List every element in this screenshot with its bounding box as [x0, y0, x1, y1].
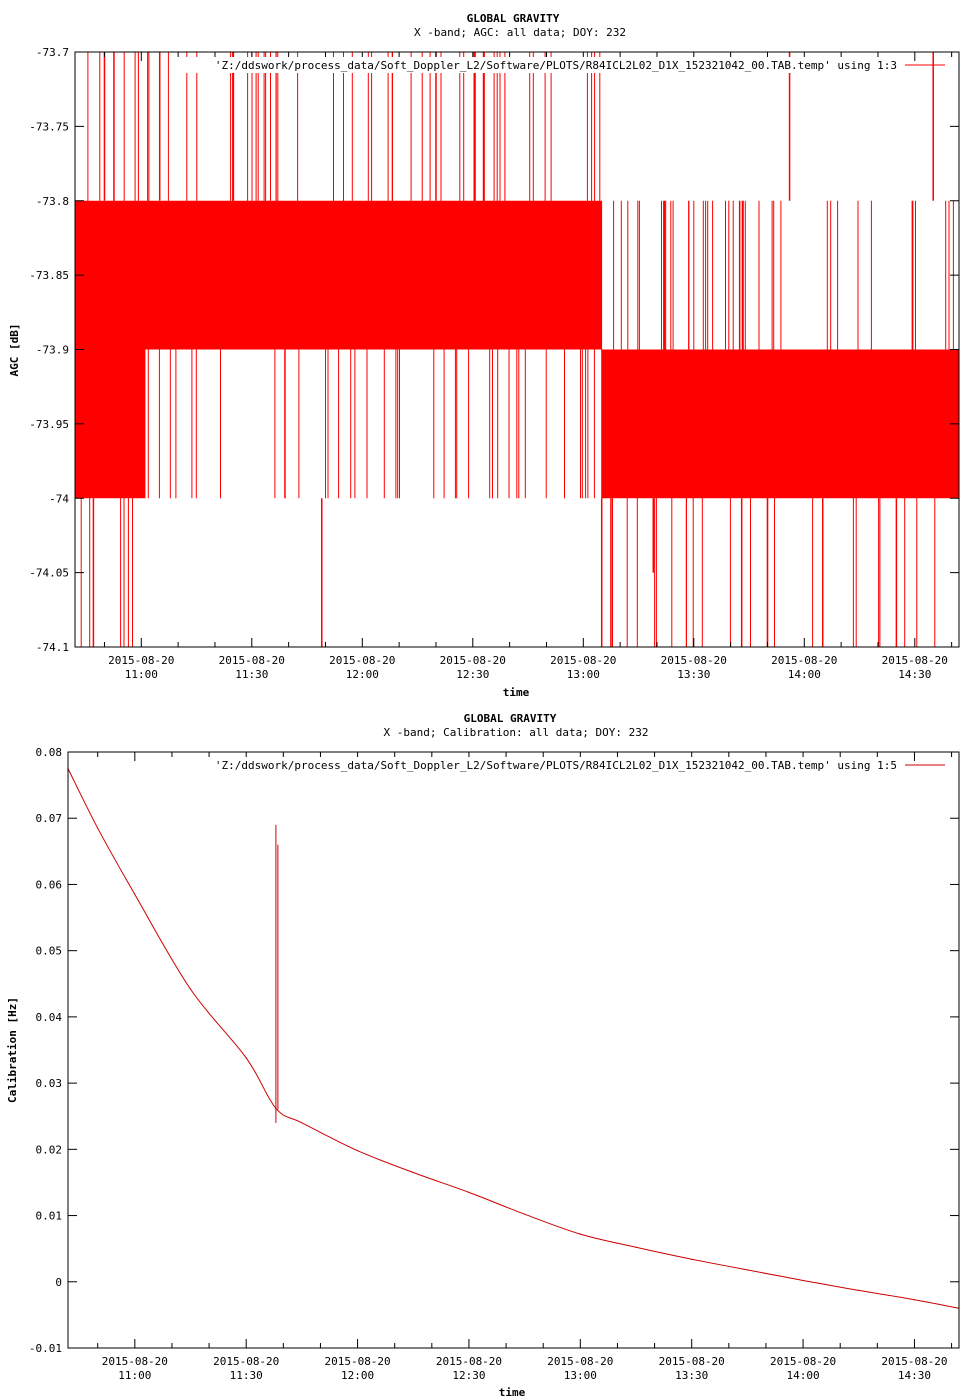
calibration-y-tick-label: 0.03: [36, 1077, 63, 1090]
agc-x-tick-time: 12:00: [346, 668, 379, 681]
agc-x-tick-date: 2015-08-20: [219, 654, 285, 667]
calibration-point: [635, 1246, 637, 1248]
calibration-chart-subtitle: X -band; Calibration: all data; DOY: 232: [384, 726, 649, 739]
calibration-point: [134, 893, 136, 896]
calibration-x-tick-time: 13:30: [675, 1369, 708, 1382]
calibration-y-tick-label: 0.05: [36, 945, 63, 958]
calibration-x-tick-time: 14:30: [898, 1369, 931, 1382]
agc-x-tick-date: 2015-08-20: [661, 654, 727, 667]
calibration-x-tick-time: 12:00: [341, 1369, 374, 1382]
calibration-y-axis: 0.08 0.07 0.06 0.05 0.04 0.03 0.02 0.01 0 -0.01: [29, 746, 959, 1355]
calibration-legend-label: 'Z:/ddswork/process_data/Soft_Doppler_L2…: [215, 759, 897, 772]
agc-x-tick-date: 2015-08-20: [771, 654, 837, 667]
calibration-point: [468, 1191, 470, 1193]
calibration-point: [691, 1258, 693, 1260]
agc-x-axis-label: time: [503, 686, 530, 699]
calibration-x-tick-date: 2015-08-20: [102, 1355, 168, 1368]
calibration-chart: GLOBAL GRAVITY X -band; Calibration: all…: [6, 712, 960, 1399]
calibration-plot-frame: [67, 751, 960, 1349]
calibration-x-tick-date: 2015-08-20: [770, 1355, 836, 1368]
calibration-point: [412, 1171, 414, 1174]
agc-x-tick-time: 11:30: [235, 668, 268, 681]
calibration-point: [524, 1213, 526, 1215]
calibration-y-tick-label: 0.06: [36, 878, 63, 891]
calibration-x-tick-time: 12:30: [452, 1369, 485, 1382]
calibration-x-tick-time: 11:00: [118, 1369, 151, 1382]
agc-x-axis: 2015-08-2011:002015-08-2011:302015-08-20…: [103, 52, 953, 681]
agc-x-tick-time: 13:00: [567, 668, 600, 681]
calibration-point: [858, 1289, 860, 1291]
agc-y-tick-label: -74.1: [36, 641, 69, 654]
calibration-y-tick-label: 0.02: [36, 1143, 63, 1156]
calibration-x-tick-date: 2015-08-20: [881, 1355, 947, 1368]
calibration-x-tick-time: 14:00: [787, 1369, 820, 1382]
calibration-x-tick-time: 11:30: [230, 1369, 263, 1382]
agc-x-tick-time: 12:30: [456, 668, 489, 681]
calibration-y-tick-label: 0: [55, 1276, 62, 1289]
agc-chart-title: GLOBAL GRAVITY: [467, 12, 560, 25]
agc-y-axis: -73.7 -73.75 -73.8 -73.85 -73.9 -73.95 -74 -74.…: [29, 46, 959, 654]
calibration-x-axis: 2015-08-2011:002015-08-2011:302015-08-20…: [97, 752, 953, 1382]
calibration-y-axis-label: Calibration [Hz]: [6, 997, 19, 1103]
calibration-legend-background: [176, 757, 902, 773]
calibration-y-tick-label: 0.07: [36, 812, 63, 825]
agc-x-tick-date: 2015-08-20: [882, 654, 948, 667]
calibration-point: [746, 1269, 749, 1271]
calibration-point: [245, 1057, 247, 1059]
calibration-x-tick-date: 2015-08-20: [547, 1355, 613, 1368]
agc-y-tick-label: -73.85: [29, 269, 69, 282]
calibration-legend: 'Z:/ddswork/process_data/Soft_Doppler_L2…: [176, 757, 945, 773]
agc-chart-subtitle: X -band; AGC: all data; DOY: 232: [414, 26, 626, 39]
agc-legend-background: [176, 57, 902, 73]
agc-y-tick-label: -73.75: [29, 120, 69, 133]
calibration-x-tick-date: 2015-08-20: [436, 1355, 502, 1368]
agc-series-line: [74, 52, 960, 647]
calibration-point: [357, 1150, 359, 1152]
agc-legend-label: 'Z:/ddswork/process_data/Soft_Doppler_L2…: [215, 59, 897, 72]
agc-y-tick-label: -73.9: [36, 344, 69, 357]
agc-x-tick-date: 2015-08-20: [108, 654, 174, 667]
calibration-series-line: [67, 768, 960, 1309]
calibration-point: [301, 1122, 303, 1124]
agc-x-tick-time: 14:00: [788, 668, 821, 681]
agc-x-tick-date: 2015-08-20: [329, 654, 395, 667]
agc-chart: GLOBAL GRAVITY X -band; AGC: all data; D…: [8, 12, 960, 699]
agc-y-tick-label: -74.05: [29, 567, 69, 580]
calibration-y-tick-label: 0.08: [36, 746, 63, 759]
calibration-point: [579, 1233, 581, 1235]
agc-legend: 'Z:/ddswork/process_data/Soft_Doppler_L2…: [176, 57, 945, 73]
agc-y-tick-label: -73.7: [36, 46, 69, 59]
calibration-series: [67, 768, 960, 1309]
calibration-x-tick-date: 2015-08-20: [324, 1355, 390, 1368]
calibration-chart-title: GLOBAL GRAVITY: [464, 712, 557, 725]
calibration-y-tick-label: 0.01: [36, 1210, 63, 1223]
calibration-y-tick-label: -0.01: [29, 1342, 62, 1355]
calibration-point: [802, 1279, 804, 1282]
calibration-y-tick-label: 0.04: [36, 1011, 63, 1024]
calibration-x-tick-date: 2015-08-20: [213, 1355, 279, 1368]
calibration-x-axis-label: time: [499, 1386, 526, 1399]
calibration-x-tick-time: 13:00: [564, 1369, 597, 1382]
calibration-x-tick-date: 2015-08-20: [659, 1355, 725, 1368]
calibration-point: [913, 1299, 916, 1301]
agc-x-tick-time: 11:00: [125, 668, 158, 681]
agc-y-tick-label: -73.8: [36, 195, 69, 208]
agc-x-tick-date: 2015-08-20: [440, 654, 506, 667]
calibration-point: [189, 988, 192, 990]
calibration-point: [97, 827, 99, 829]
agc-x-tick-date: 2015-08-20: [550, 654, 616, 667]
agc-y-tick-label: -73.95: [29, 418, 69, 431]
agc-x-tick-time: 14:30: [898, 668, 931, 681]
agc-y-tick-label: -74: [49, 492, 69, 505]
agc-x-tick-time: 13:30: [677, 668, 710, 681]
agc-y-axis-label: AGC [dB]: [8, 324, 21, 377]
